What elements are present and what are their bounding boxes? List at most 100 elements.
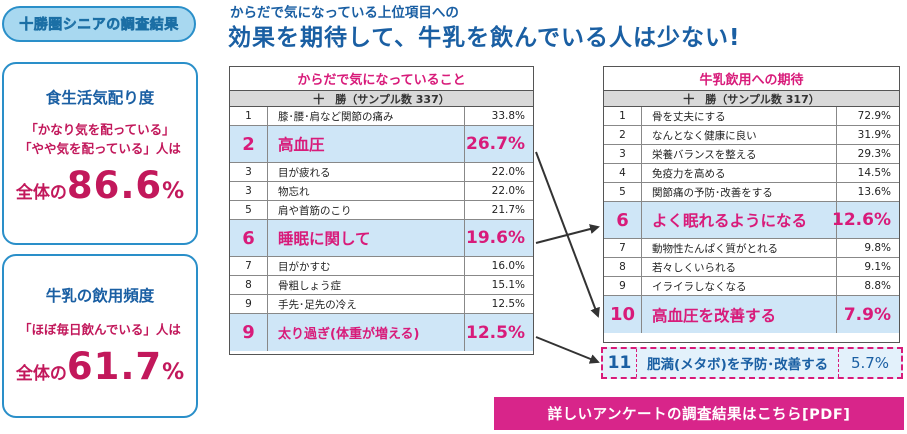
- row-value: 5.7%: [850, 354, 890, 372]
- milk-expectations-table: 牛乳飲用への期待 十 勝（サンプル数 317） 1 骨を丈夫にする 72.9% 2 なん…: [603, 66, 900, 343]
- row-label: 関節痛の予防･改善をする: [642, 183, 837, 201]
- body-concerns-title: からだで気になっていること: [230, 67, 533, 91]
- row-label: 目が疲れる: [268, 163, 465, 181]
- row-rank: 3: [230, 163, 268, 181]
- milk-expectations-sample: 十 勝（サンプル数 317）: [604, 91, 899, 107]
- row-label: 膝･腰･肩など関節の痛み: [268, 107, 465, 125]
- table-row: 9 手先･足先の冷え 12.5%: [230, 295, 533, 314]
- row-rank: 6: [230, 220, 268, 256]
- row-rank: 1: [230, 107, 268, 125]
- row-value: 33.8%: [491, 110, 525, 122]
- row-rank: 8: [230, 276, 268, 294]
- diet-awareness-title: 食生活気配り度: [45, 89, 155, 107]
- row-rank: 4: [604, 164, 642, 182]
- row-label: 物忘れ: [268, 182, 465, 200]
- row-label: 骨粗しょう症: [268, 276, 465, 294]
- table-row: 1 骨を丈夫にする 72.9%: [604, 107, 899, 126]
- row-label: 高血圧: [268, 126, 465, 162]
- row-label: よく眠れるようになる: [642, 202, 837, 238]
- subheadline: からだで気になっている上位項目への: [230, 5, 459, 21]
- arrow-high-blood-pressure: [535, 151, 600, 318]
- row-label: 肥満(メタボ)を予防･改善する: [637, 349, 839, 377]
- row-value: 9.8%: [864, 242, 891, 254]
- diet-awareness-card: 食生活気配り度 「かなり気を配っている」 「やや気を配っている」人は 全体の86…: [2, 62, 198, 245]
- row-rank: 9: [230, 314, 268, 351]
- row-rank: 9: [604, 277, 642, 295]
- row-value: 29.3%: [857, 148, 891, 160]
- row-rank: 7: [604, 239, 642, 257]
- row-rank: 5: [604, 183, 642, 201]
- row-label: 免疫力を高める: [642, 164, 837, 182]
- arrow-sleep: [535, 224, 600, 244]
- row-rank: 6: [604, 202, 642, 238]
- diet-awareness-total: 全体の86.6%: [4, 164, 196, 207]
- table-row: 2 高血圧 26.7%: [230, 126, 533, 163]
- table-row: 7 目がかすむ 16.0%: [230, 257, 533, 276]
- row-label: 目がかすむ: [268, 257, 465, 275]
- table-row: 5 関節痛の予防･改善をする 13.6%: [604, 183, 899, 202]
- row-rank: 8: [604, 258, 642, 276]
- diet-awareness-total-value: 86.6: [66, 164, 163, 207]
- table-row: 9 イライラしなくなる 8.8%: [604, 277, 899, 296]
- row-rank: 9: [230, 295, 268, 313]
- row-rank: 3: [230, 182, 268, 200]
- row-value: 22.0%: [491, 166, 525, 178]
- row-label: イライラしなくなる: [642, 277, 837, 295]
- diet-awareness-total-unit: %: [162, 179, 185, 204]
- table-row: 7 動物性たんぱく質がとれる 9.8%: [604, 239, 899, 258]
- row-value: 8.8%: [864, 280, 891, 292]
- table-row: 6 睡眠に関して 19.6%: [230, 220, 533, 257]
- diet-awareness-line-2: 「やや気を配っている」人は: [19, 141, 181, 156]
- table-row: 4 免疫力を高める 14.5%: [604, 164, 899, 183]
- row-rank: 2: [230, 126, 268, 162]
- row-rank: 5: [230, 201, 268, 219]
- diet-awareness-total-prefix: 全体の: [15, 183, 67, 203]
- milk-frequency-total: 全体の61.7%: [4, 345, 196, 388]
- row-value: 31.9%: [857, 129, 891, 141]
- milk-frequency-title: 牛乳の飲用頻度: [45, 287, 155, 305]
- table-row: 6 よく眠れるようになる 12.6%: [604, 202, 899, 239]
- diet-awareness-line-1: 「かなり気を配っている」: [25, 122, 175, 137]
- row-label: 睡眠に関して: [268, 220, 465, 256]
- pdf-link-button[interactable]: 詳しいアンケートの調査結果はこちら[PDF]: [494, 397, 904, 430]
- headline: 効果を期待して、牛乳を飲んでいる人は少ない!: [228, 25, 741, 51]
- arrow-overweight: [535, 336, 600, 364]
- row-value: 12.5%: [491, 298, 525, 310]
- table-row: 10 高血圧を改善する 7.9%: [604, 296, 899, 333]
- row-value: 22.0%: [491, 185, 525, 197]
- milk-frequency-total-unit: %: [162, 360, 185, 385]
- row-value: 12.5%: [466, 322, 525, 343]
- table-row: 1 膝･腰･肩など関節の痛み 33.8%: [230, 107, 533, 126]
- table-row: 3 栄養バランスを整える 29.3%: [604, 145, 899, 164]
- row-value: 15.1%: [491, 279, 525, 291]
- survey-result-tag-label: 十勝圏シニアの調査結果: [19, 17, 179, 34]
- row-rank: 11: [603, 349, 637, 377]
- row-value: 14.5%: [857, 167, 891, 179]
- row-value: 13.6%: [857, 186, 891, 198]
- row-value: 16.0%: [491, 260, 525, 272]
- row-label: 手先･足先の冷え: [268, 295, 465, 313]
- row-value: 7.9%: [843, 304, 891, 325]
- body-concerns-sample: 十 勝（サンプル数 337）: [230, 91, 533, 107]
- row-value: 9.1%: [864, 261, 891, 273]
- row-rank: 3: [604, 145, 642, 163]
- row-label: 肩や首筋のこり: [268, 201, 465, 219]
- survey-result-tag: 十勝圏シニアの調査結果: [2, 6, 196, 42]
- milk-expectations-row-11: 11 肥満(メタボ)を予防･改善する 5.7%: [601, 347, 903, 379]
- body-concerns-table: からだで気になっていること 十 勝（サンプル数 337） 1 膝･腰･肩など関節の…: [229, 66, 534, 355]
- row-label: 骨を丈夫にする: [642, 107, 837, 125]
- row-label: 若々しくいられる: [642, 258, 837, 276]
- row-value: 21.7%: [491, 204, 525, 216]
- table-row: 9 太り過ぎ(体重が増える) 12.5%: [230, 314, 533, 351]
- row-label: なんとなく健康に良い: [642, 126, 837, 144]
- row-label: 栄養バランスを整える: [642, 145, 837, 163]
- row-label: 太り過ぎ(体重が増える): [268, 314, 465, 351]
- table-row: 3 目が疲れる 22.0%: [230, 163, 533, 182]
- milk-frequency-card: 牛乳の飲用頻度 「ほぼ毎日飲んでいる」人は 全体の61.7%: [2, 254, 198, 418]
- row-value: 26.7%: [466, 134, 525, 154]
- table-row: 2 なんとなく健康に良い 31.9%: [604, 126, 899, 145]
- milk-expectations-title: 牛乳飲用への期待: [604, 67, 899, 91]
- milk-frequency-line-1: 「ほぼ毎日飲んでいる」人は: [19, 322, 181, 337]
- row-rank: 7: [230, 257, 268, 275]
- table-row: 5 肩や首筋のこり 21.7%: [230, 201, 533, 220]
